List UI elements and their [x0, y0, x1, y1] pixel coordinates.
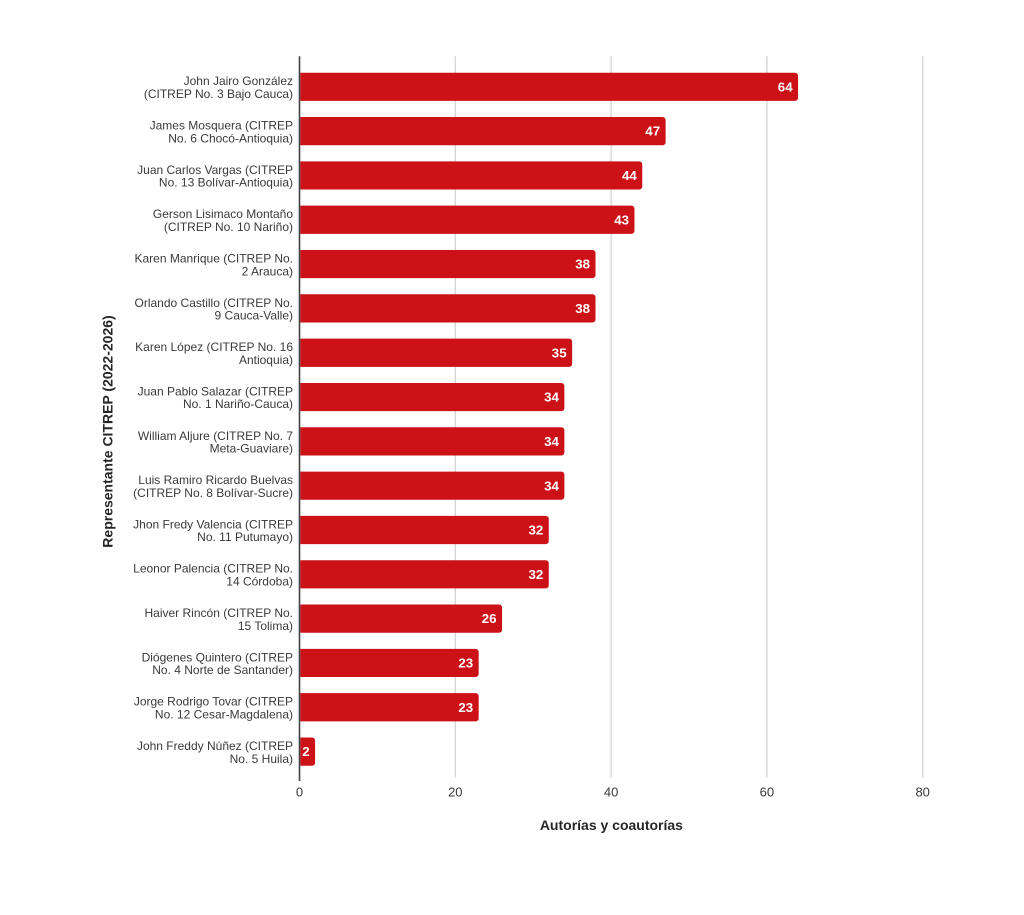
svg-text:Haiver Rincón (CITREP No.15 To: Haiver Rincón (CITREP No. 15 Tolima) [145, 606, 294, 633]
svg-text:40: 40 [604, 785, 618, 800]
svg-text:34: 34 [544, 390, 559, 405]
svg-text:26: 26 [482, 611, 497, 626]
svg-text:35: 35 [552, 345, 567, 360]
svg-text:38: 38 [575, 301, 590, 316]
svg-text:64: 64 [778, 79, 793, 94]
svg-text:80: 80 [915, 785, 929, 800]
svg-text:Leonor Palencia (CITREP No.14: Leonor Palencia (CITREP No. 14 Córdoba) [133, 562, 293, 589]
svg-text:60: 60 [760, 785, 774, 800]
svg-text:23: 23 [458, 700, 473, 715]
svg-text:47: 47 [645, 124, 660, 139]
svg-text:William Aljure (CITREP No. 7Me: William Aljure (CITREP No. 7 Meta-Guaviar… [138, 429, 293, 456]
svg-text:2: 2 [302, 744, 309, 759]
svg-text:44: 44 [622, 168, 637, 183]
svg-text:20: 20 [448, 785, 462, 800]
svg-text:Karen Manrique (CITREP No.2 Ar: Karen Manrique (CITREP No. 2 Arauca) [134, 252, 293, 279]
svg-text:Gerson Lisimaco Montaño(CITREP: Gerson Lisimaco Montaño (CITREP No. 10 Na… [153, 207, 293, 234]
svg-text:John Jairo González(CITREP No.: John Jairo González (CITREP No. 3 Bajo Ca… [144, 74, 293, 101]
svg-text:34: 34 [544, 434, 559, 449]
svg-text:32: 32 [529, 567, 544, 582]
svg-text:32: 32 [529, 523, 544, 538]
svg-text:0: 0 [296, 785, 303, 800]
svg-text:43: 43 [614, 212, 629, 227]
svg-text:38: 38 [575, 257, 590, 272]
svg-text:34: 34 [544, 478, 559, 493]
svg-text:Representante CITREP (2022-202: Representante CITREP (2022-2026) [100, 315, 116, 547]
svg-text:Orlando Castillo (CITREP No.9: Orlando Castillo (CITREP No. 9 Cauca-Vall… [135, 296, 294, 323]
svg-text:Luis Ramiro Ricardo Buelvas(CI: Luis Ramiro Ricardo Buelvas (CITREP No. 8… [133, 473, 293, 500]
svg-text:Autorías y coautorías: Autorías y coautorías [540, 817, 683, 833]
svg-text:23: 23 [458, 656, 473, 671]
